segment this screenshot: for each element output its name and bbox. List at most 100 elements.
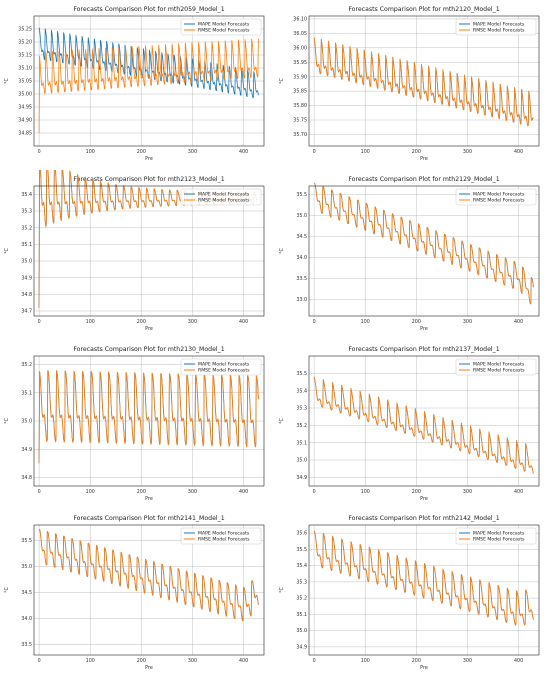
gridlines [34, 16, 264, 146]
y-axis-label: °C [279, 77, 285, 83]
chart-title: Forecasts Comparison Plot for mth2059_Mo… [73, 6, 224, 13]
x-axis-label: Pre [420, 326, 428, 332]
gridlines [309, 185, 539, 316]
y-tick-label: 35.0 [21, 258, 32, 264]
x-tick-label: 300 [188, 149, 197, 155]
x-tick-label: 0 [38, 319, 41, 325]
legend-box [180, 528, 262, 545]
y-tick-label: 35.75 [293, 118, 307, 124]
plot-frame [308, 524, 540, 656]
x-tick-label: 0 [38, 489, 41, 495]
x-tick-label: 200 [137, 489, 146, 495]
legend-box [180, 358, 262, 375]
y-tick-label: 36.00 [293, 45, 307, 51]
x-tick-label: 300 [188, 319, 197, 325]
x-tick-label: 100 [361, 489, 370, 495]
y-tick-label: 33.5 [21, 642, 32, 648]
legend-entry: MAPE Model Forecasts [198, 361, 250, 367]
y-tick-label: 35.2 [21, 225, 32, 231]
y-tick-label: 36.05 [293, 31, 307, 37]
y-tick-label: 35.95 [293, 60, 307, 66]
plot-frame [308, 15, 540, 147]
x-tick-label: 0 [313, 489, 316, 495]
y-tick-label: 35.5 [296, 192, 307, 198]
x-axis-label: Pre [145, 326, 153, 332]
x-axis-label: Pre [420, 156, 428, 162]
legend-entry: RMSE Model Forecasts [198, 367, 250, 373]
legend-box [455, 188, 537, 205]
plot-frame [33, 15, 265, 147]
x-tick-label: 0 [38, 658, 41, 664]
y-axis-label: °C [279, 587, 285, 593]
legend-entry: MAPE Model Forecasts [198, 531, 250, 537]
chart-3: Forecasts Comparison Plot for mth2123_Mo… [4, 169, 265, 332]
y-tick-label: 35.5 [21, 538, 32, 544]
y-tick-label: 35.2 [296, 422, 307, 428]
x-tick-label: 100 [86, 489, 95, 495]
x-tick-label: 100 [86, 658, 95, 664]
legend-entry: RMSE Model Forecasts [198, 537, 250, 543]
legend-entry: MAPE Model Forecasts [473, 22, 525, 28]
chart-title: Forecasts Comparison Plot for mth2120_Mo… [348, 6, 499, 13]
x-axis-label: Pre [145, 496, 153, 502]
plot-frame [33, 355, 265, 486]
y-tick-label: 33.0 [296, 297, 307, 303]
series-line-mape [38, 27, 259, 99]
x-tick-label: 400 [514, 489, 523, 495]
x-tick-label: 200 [137, 319, 146, 325]
legend-box [455, 528, 537, 545]
x-tick-label: 400 [514, 149, 523, 155]
chart-6: Forecasts Comparison Plot for mth2137_Mo… [279, 346, 540, 502]
series-line-rmse [38, 529, 259, 622]
y-tick-label: 34.9 [21, 446, 32, 452]
y-tick-label: 34.5 [296, 234, 307, 240]
y-tick-label: 34.0 [21, 616, 32, 622]
x-tick-label: 200 [412, 319, 421, 325]
x-tick-label: 300 [188, 658, 197, 664]
y-tick-label: 34.8 [21, 292, 32, 298]
y-tick-label: 35.3 [296, 580, 307, 586]
y-axis-label: °C [279, 417, 285, 423]
y-tick-label: 35.4 [296, 563, 307, 569]
y-tick-label: 35.4 [21, 192, 32, 198]
y-tick-label: 35.6 [296, 531, 307, 537]
x-tick-label: 0 [38, 149, 41, 155]
x-tick-label: 100 [86, 319, 95, 325]
y-tick-label: 35.0 [296, 213, 307, 219]
chart-5: Forecasts Comparison Plot for mth2130_Mo… [4, 346, 265, 502]
y-tick-label: 36.10 [293, 16, 307, 22]
x-tick-label: 400 [514, 658, 523, 664]
y-tick-label: 35.10 [18, 66, 32, 72]
chart-title: Forecasts Comparison Plot for mth2137_Mo… [348, 346, 499, 353]
y-tick-label: 34.90 [18, 118, 32, 124]
x-tick-label: 400 [239, 489, 248, 495]
series-line-mape [313, 376, 534, 474]
gridlines [34, 525, 264, 656]
x-tick-label: 300 [188, 489, 197, 495]
y-tick-label: 35.2 [296, 596, 307, 602]
series-line-rmse [313, 37, 534, 127]
x-tick-label: 200 [412, 658, 421, 664]
y-tick-label: 35.25 [18, 27, 32, 33]
y-axis-label: °C [4, 247, 10, 253]
y-tick-label: 35.85 [293, 89, 307, 95]
legend-entry: RMSE Model Forecasts [473, 197, 525, 203]
y-tick-label: 35.0 [296, 457, 307, 463]
legend-box [180, 18, 262, 36]
y-tick-label: 34.9 [296, 474, 307, 480]
chart-title: Forecasts Comparison Plot for mth2129_Mo… [348, 176, 499, 183]
chart-8: Forecasts Comparison Plot for mth2142_Mo… [279, 515, 540, 671]
series-line-rmse [313, 376, 534, 474]
y-tick-label: 34.9 [21, 275, 32, 281]
x-tick-label: 200 [412, 489, 421, 495]
y-axis-label: °C [279, 247, 285, 253]
x-tick-label: 0 [313, 149, 316, 155]
y-tick-label: 35.3 [21, 208, 32, 214]
chart-2: Forecasts Comparison Plot for mth2120_Mo… [279, 6, 540, 162]
